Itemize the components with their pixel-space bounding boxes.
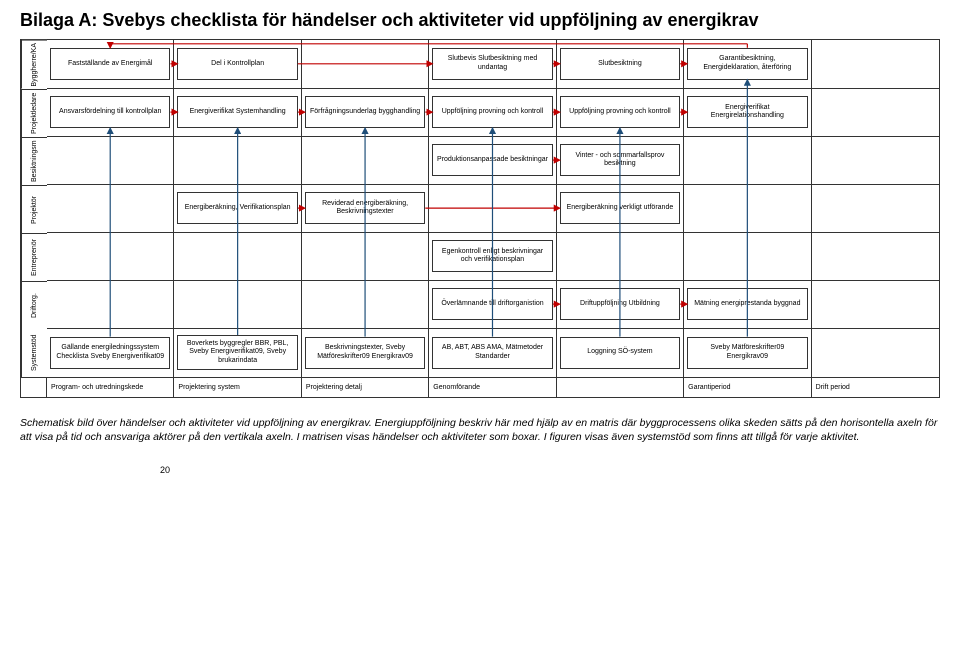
grid-cell: [47, 137, 174, 185]
activity-box: Energiberäkning verkligt utförande: [560, 192, 680, 224]
activity-box: Del i Kontrollplan: [177, 48, 297, 80]
activity-box: Driftuppföljning Utbildning: [560, 288, 680, 320]
grid-cell: [47, 281, 174, 329]
grid-cell: Sveby Mätföreskrifter09 Energikrav09: [684, 329, 811, 377]
activity-box: Vinter - och sommarfallsprov besiktning: [560, 144, 680, 176]
activity-box: Beskrivningstexter, Sveby Mätföreskrifte…: [305, 337, 425, 369]
grid-cell: Gällande energiledningssystem Checklista…: [47, 329, 174, 377]
grid-cell: Slutbesiktning: [557, 40, 684, 89]
activity-box: Uppföljning provning och kontroll: [432, 96, 552, 128]
activity-box: Energiberäkning, Verifikationsplan: [177, 192, 297, 224]
activity-box: Förfrågningsunderlag bygghandling: [305, 96, 425, 128]
grid-cell: [302, 137, 429, 185]
grid-cell: Driftuppföljning Utbildning: [557, 281, 684, 329]
lane-label: Projektör: [21, 185, 47, 233]
phase-label: Garantiperiod: [684, 378, 811, 397]
lane-label: Systemstöd: [21, 329, 47, 377]
activity-box: Uppföljning provning och kontroll: [560, 96, 680, 128]
activity-box: Fastställande av Energimål: [50, 48, 170, 80]
grid-cell: Förfrågningsunderlag bygghandling: [302, 89, 429, 137]
grid-cell: [812, 329, 939, 377]
activity-box: Reviderad energiberäkning, Beskrivningst…: [305, 192, 425, 224]
activity-box: Överlämnande till driftorganistion: [432, 288, 552, 320]
phase-label: Projektering detalj: [302, 378, 429, 397]
grid-cell: [684, 137, 811, 185]
grid-cell: AB, ABT, ABS AMA, Mätmetoder Standarder: [429, 329, 556, 377]
grid-cell: [47, 233, 174, 281]
grid-cell: Egenkontroll enligt beskrivningar och ve…: [429, 233, 556, 281]
phase-label: Projektering system: [174, 378, 301, 397]
phase-label: Drift period: [812, 378, 939, 397]
activity-box: Loggning SÖ-system: [560, 337, 680, 369]
activity-box: Boverkets byggregler BBR, PBL, Sveby Ene…: [177, 335, 297, 370]
grid-cell: [812, 185, 939, 233]
grid-cell: [47, 185, 174, 233]
grid-cell: [174, 233, 301, 281]
page-title: Bilaga A: Svebys checklista för händelse…: [20, 10, 940, 31]
activity-box: Energiverifikat Energirelationshandling: [687, 96, 807, 128]
lane-label: Besiktningsm: [21, 137, 47, 185]
lane-label: Driftorg.: [21, 281, 47, 329]
activity-box: Energiverifikat Systemhandling: [177, 96, 297, 128]
activity-box: Gällande energiledningssystem Checklista…: [50, 337, 170, 369]
lane-label: Projektledare: [21, 89, 47, 137]
grid-cell: Energiverifikat Systemhandling: [174, 89, 301, 137]
grid-cell: [302, 281, 429, 329]
grid-cell: [174, 137, 301, 185]
grid-cell: Uppföljning provning och kontroll: [557, 89, 684, 137]
grid-cell: Överlämnande till driftorganistion: [429, 281, 556, 329]
grid-cell: [684, 185, 811, 233]
grid-cell: Del i Kontrollplan: [174, 40, 301, 89]
phase-row: Program- och utredningskedeProjektering …: [20, 378, 940, 398]
grid-cell: Reviderad energiberäkning, Beskrivningst…: [302, 185, 429, 233]
grid-cell: [812, 89, 939, 137]
activity-box: Egenkontroll enligt beskrivningar och ve…: [432, 240, 552, 272]
activity-box: Slutbevis Slutbesiktning med undantag: [432, 48, 552, 80]
activity-box: Garantibesiktning, Energideklaration, åt…: [687, 48, 807, 80]
grid-cell: [557, 233, 684, 281]
grid-cell: Energiberäkning, Verifikationsplan: [174, 185, 301, 233]
grid-cell: Energiverifikat Energirelationshandling: [684, 89, 811, 137]
grid-cell: Boverkets byggregler BBR, PBL, Sveby Ene…: [174, 329, 301, 377]
grid-cell: Vinter - och sommarfallsprov besiktning: [557, 137, 684, 185]
grid-cell: [302, 40, 429, 89]
grid-cell: Slutbevis Slutbesiktning med undantag: [429, 40, 556, 89]
grid-cell: Fastställande av Energimål: [47, 40, 174, 89]
grid-cell: Energiberäkning verkligt utförande: [557, 185, 684, 233]
page-number: 20: [20, 465, 940, 475]
activity-box: Mätning energiprestanda byggnad: [687, 288, 807, 320]
grid-cell: Mätning energiprestanda byggnad: [684, 281, 811, 329]
phase-blank: [21, 378, 47, 397]
lane-label: Byggherre/KA: [21, 40, 47, 89]
grid-cell: [174, 281, 301, 329]
phase-label: [557, 378, 684, 397]
activity-box: Slutbesiktning: [560, 48, 680, 80]
grid-cell: Beskrivningstexter, Sveby Mätföreskrifte…: [302, 329, 429, 377]
grid-cell: Uppföljning provning och kontroll: [429, 89, 556, 137]
phase-label: Program- och utredningskede: [47, 378, 174, 397]
grid-cell: [429, 185, 556, 233]
grid-cell: [812, 40, 939, 89]
grid-cell: [812, 281, 939, 329]
caption-text: Schematisk bild över händelser och aktiv…: [20, 416, 940, 445]
grid-cell: Loggning SÖ-system: [557, 329, 684, 377]
grid-cell: Garantibesiktning, Energideklaration, åt…: [684, 40, 811, 89]
phase-label: Genomförande: [429, 378, 556, 397]
grid-cell: [684, 233, 811, 281]
grid-cell: [812, 137, 939, 185]
activity-box: Ansvarsfördelning till kontrollplan: [50, 96, 170, 128]
grid-cell: Produktionsanpassade besiktningar: [429, 137, 556, 185]
activity-box: AB, ABT, ABS AMA, Mätmetoder Standarder: [432, 337, 552, 369]
grid-cell: Ansvarsfördelning till kontrollplan: [47, 89, 174, 137]
grid-cell: [302, 233, 429, 281]
lane-label: Entreprenör: [21, 233, 47, 281]
activity-box: Produktionsanpassade besiktningar: [432, 144, 552, 176]
activity-box: Sveby Mätföreskrifter09 Energikrav09: [687, 337, 807, 369]
swimlane-grid: Byggherre/KAFastställande av EnergimålDe…: [20, 39, 940, 378]
grid-cell: [812, 233, 939, 281]
